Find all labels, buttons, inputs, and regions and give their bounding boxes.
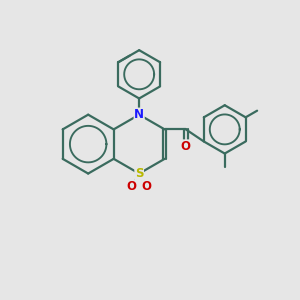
Text: O: O xyxy=(127,180,136,193)
Text: N: N xyxy=(134,108,144,121)
Text: O: O xyxy=(142,180,152,193)
Text: O: O xyxy=(181,140,191,153)
Text: S: S xyxy=(135,167,143,180)
